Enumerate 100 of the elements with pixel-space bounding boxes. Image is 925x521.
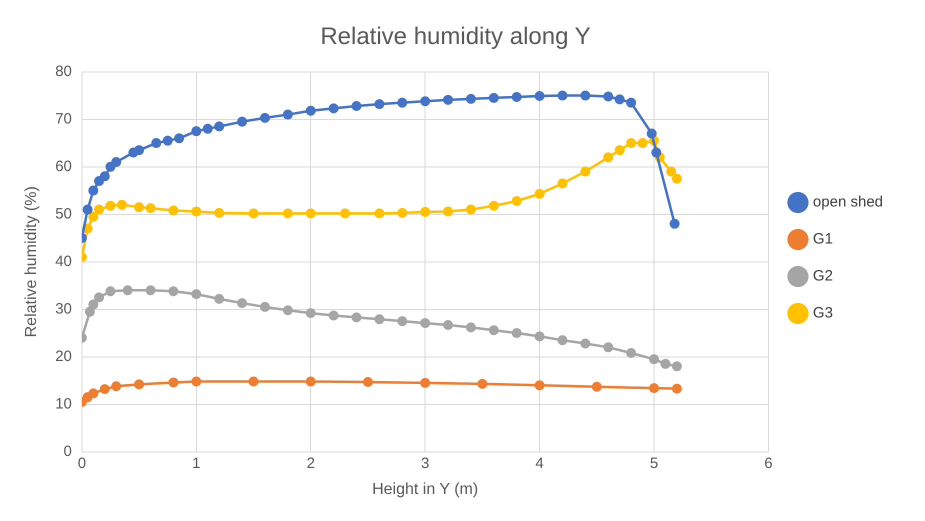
point xyxy=(443,320,454,330)
point xyxy=(94,292,104,302)
point xyxy=(306,106,316,116)
y-tick-label: 60 xyxy=(55,158,72,175)
point xyxy=(443,206,454,216)
point xyxy=(340,208,350,218)
point xyxy=(420,318,430,328)
x-tick-label: 3 xyxy=(420,454,430,472)
point xyxy=(191,289,202,300)
point xyxy=(352,101,362,111)
point xyxy=(660,358,670,369)
point xyxy=(672,384,682,394)
point xyxy=(260,302,270,312)
point xyxy=(580,166,590,177)
point xyxy=(282,305,293,316)
x-tick-label: 4 xyxy=(535,454,544,472)
x-tick-label: 2 xyxy=(306,454,315,472)
point xyxy=(557,90,568,101)
point xyxy=(88,212,98,222)
point xyxy=(352,312,362,322)
point xyxy=(534,91,545,102)
point xyxy=(420,96,430,106)
y-tick-label: 40 xyxy=(55,252,72,270)
point xyxy=(237,298,248,308)
point xyxy=(466,204,476,215)
point xyxy=(580,90,590,101)
point xyxy=(214,294,224,304)
point xyxy=(512,328,522,338)
point xyxy=(168,286,178,296)
point xyxy=(328,103,339,114)
x-tick-label: 1 xyxy=(192,454,200,472)
x-axis-title: Height in Y (m) xyxy=(372,480,478,498)
point xyxy=(672,361,682,372)
point xyxy=(111,157,122,168)
point xyxy=(420,206,430,217)
point xyxy=(111,381,122,392)
x-tick-label: 6 xyxy=(764,454,773,472)
point xyxy=(420,378,430,388)
point xyxy=(306,308,316,318)
point xyxy=(134,145,144,156)
point xyxy=(168,377,178,388)
point xyxy=(534,188,545,199)
point xyxy=(362,376,373,387)
point xyxy=(488,200,499,211)
point xyxy=(557,335,568,346)
y-axis-title: Relative humidity (%) xyxy=(23,186,40,338)
point xyxy=(214,208,224,218)
point xyxy=(626,348,636,358)
point xyxy=(443,94,454,105)
point xyxy=(260,112,270,123)
point xyxy=(168,206,178,216)
point xyxy=(488,325,499,336)
point xyxy=(649,383,660,394)
legend-label: G1 xyxy=(812,230,833,248)
point xyxy=(646,128,657,139)
point xyxy=(626,98,636,108)
point xyxy=(512,92,522,102)
point xyxy=(512,196,522,206)
point xyxy=(651,148,662,158)
point xyxy=(466,94,476,104)
point xyxy=(134,202,144,212)
point xyxy=(603,152,614,162)
x-tick-label: 5 xyxy=(650,454,658,472)
y-tick-label: 0 xyxy=(64,442,72,460)
point xyxy=(151,138,162,148)
point xyxy=(237,116,248,127)
y-tick-label: 20 xyxy=(55,348,72,365)
point xyxy=(397,316,408,326)
point xyxy=(105,200,116,211)
point xyxy=(603,92,614,102)
y-tick-label: 80 xyxy=(55,62,72,80)
point xyxy=(557,178,568,188)
point xyxy=(88,300,98,310)
point xyxy=(534,331,545,342)
point xyxy=(397,208,408,218)
point xyxy=(282,110,293,120)
point xyxy=(672,174,682,184)
point xyxy=(666,166,676,177)
point xyxy=(174,133,184,144)
point xyxy=(214,121,224,132)
point xyxy=(374,314,384,324)
point xyxy=(116,200,127,210)
point xyxy=(191,206,202,216)
point xyxy=(134,379,144,390)
point xyxy=(614,94,625,104)
point xyxy=(88,186,98,196)
point xyxy=(397,98,408,108)
point xyxy=(162,136,173,146)
point xyxy=(88,388,98,398)
point xyxy=(82,204,93,215)
y-tick-label: 30 xyxy=(55,300,72,318)
point xyxy=(488,92,499,103)
point xyxy=(603,342,614,352)
legend-label: G3 xyxy=(812,304,833,322)
chart-title: Relative humidity along Y xyxy=(320,23,591,50)
point xyxy=(248,208,259,218)
point xyxy=(649,354,660,364)
point xyxy=(100,384,110,394)
point xyxy=(477,378,488,389)
point xyxy=(146,285,156,296)
